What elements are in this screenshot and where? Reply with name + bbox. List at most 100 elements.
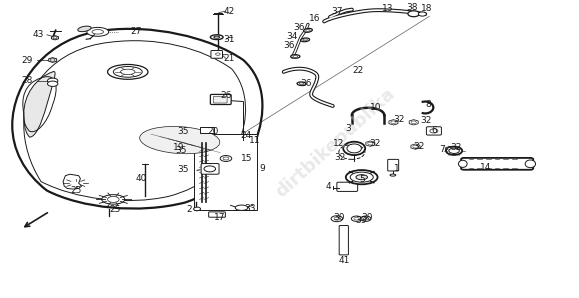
Circle shape — [368, 142, 373, 145]
Ellipse shape — [214, 36, 219, 38]
Ellipse shape — [347, 144, 361, 153]
Text: 4: 4 — [325, 181, 331, 191]
Text: 16: 16 — [309, 14, 320, 23]
Ellipse shape — [297, 82, 306, 86]
Circle shape — [223, 157, 229, 160]
Text: 2: 2 — [187, 205, 192, 214]
Text: 39: 39 — [356, 216, 367, 225]
Circle shape — [408, 11, 419, 17]
FancyBboxPatch shape — [208, 212, 225, 217]
Circle shape — [204, 166, 215, 172]
Text: 25: 25 — [70, 186, 82, 195]
Text: 29: 29 — [21, 55, 32, 64]
Ellipse shape — [390, 174, 396, 176]
Text: 38: 38 — [406, 3, 417, 12]
FancyBboxPatch shape — [210, 94, 231, 105]
Ellipse shape — [459, 160, 467, 167]
Circle shape — [215, 53, 220, 55]
Text: 30: 30 — [361, 213, 373, 222]
Text: 28: 28 — [21, 76, 32, 85]
Text: 40: 40 — [135, 174, 146, 183]
Text: 30: 30 — [333, 213, 345, 222]
Text: 43: 43 — [32, 30, 44, 39]
Circle shape — [361, 216, 371, 221]
Circle shape — [47, 78, 58, 83]
Text: 33: 33 — [244, 204, 255, 213]
Text: 12: 12 — [333, 139, 345, 148]
Ellipse shape — [525, 160, 536, 168]
Text: 19: 19 — [173, 143, 184, 152]
Circle shape — [50, 59, 55, 61]
FancyBboxPatch shape — [461, 158, 533, 170]
Circle shape — [354, 217, 359, 220]
Ellipse shape — [301, 38, 310, 42]
Ellipse shape — [299, 83, 304, 85]
Polygon shape — [411, 144, 420, 149]
Text: 36: 36 — [294, 23, 305, 32]
Circle shape — [53, 37, 57, 39]
FancyBboxPatch shape — [337, 182, 358, 191]
Text: 32: 32 — [450, 143, 461, 152]
FancyBboxPatch shape — [213, 97, 227, 103]
Circle shape — [418, 12, 426, 16]
Text: 42: 42 — [223, 7, 234, 15]
Text: 35: 35 — [178, 127, 189, 136]
Circle shape — [411, 121, 416, 124]
Ellipse shape — [102, 195, 125, 204]
Ellipse shape — [235, 205, 248, 210]
FancyBboxPatch shape — [426, 127, 441, 135]
Ellipse shape — [350, 172, 373, 182]
Text: 20: 20 — [207, 127, 219, 136]
Ellipse shape — [87, 27, 109, 36]
Text: 6: 6 — [431, 126, 437, 135]
Text: 27: 27 — [131, 27, 142, 36]
Text: 32: 32 — [420, 116, 431, 125]
Ellipse shape — [306, 30, 310, 31]
Ellipse shape — [343, 142, 365, 155]
Text: 21: 21 — [223, 54, 234, 63]
Text: 9: 9 — [259, 164, 265, 173]
Polygon shape — [409, 119, 418, 125]
Text: 25: 25 — [109, 205, 121, 214]
Text: 3: 3 — [346, 124, 351, 133]
Circle shape — [430, 129, 438, 133]
Text: dirtbikepublika: dirtbikepublika — [273, 85, 399, 201]
Circle shape — [108, 196, 119, 202]
Ellipse shape — [303, 28, 312, 32]
Text: 32: 32 — [335, 153, 346, 162]
Text: 13: 13 — [382, 4, 393, 13]
Ellipse shape — [356, 175, 368, 180]
Circle shape — [331, 216, 343, 222]
Text: 10: 10 — [370, 103, 382, 112]
Circle shape — [47, 81, 58, 86]
FancyBboxPatch shape — [388, 159, 399, 171]
Text: 37: 37 — [331, 7, 343, 15]
Ellipse shape — [120, 69, 135, 74]
Text: 41: 41 — [338, 256, 350, 265]
Ellipse shape — [140, 126, 220, 154]
Text: 36: 36 — [301, 79, 312, 88]
Text: 36: 36 — [284, 41, 295, 50]
Circle shape — [351, 216, 362, 221]
FancyBboxPatch shape — [193, 134, 257, 210]
Text: 32: 32 — [413, 142, 424, 150]
PathPatch shape — [24, 72, 55, 137]
Ellipse shape — [293, 55, 298, 57]
Text: 14: 14 — [480, 163, 492, 172]
Circle shape — [363, 217, 368, 220]
Text: 11: 11 — [249, 136, 261, 145]
Text: 8: 8 — [426, 100, 431, 109]
Circle shape — [448, 148, 453, 150]
Ellipse shape — [303, 39, 307, 41]
Circle shape — [413, 145, 418, 148]
FancyBboxPatch shape — [200, 127, 214, 133]
Text: 35: 35 — [178, 165, 189, 174]
Ellipse shape — [449, 148, 459, 153]
Text: 1: 1 — [394, 164, 399, 173]
Ellipse shape — [346, 170, 378, 184]
Circle shape — [334, 217, 340, 220]
Text: 7: 7 — [439, 145, 445, 154]
Circle shape — [193, 207, 200, 211]
Text: 32: 32 — [369, 139, 380, 148]
Polygon shape — [52, 36, 58, 40]
